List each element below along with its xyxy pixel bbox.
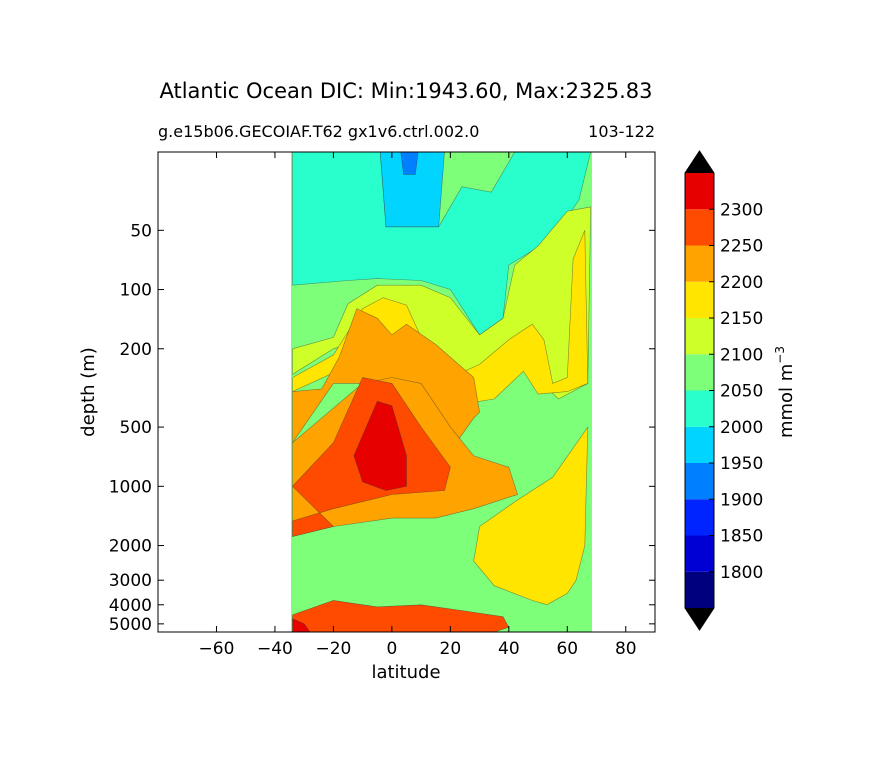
plot-area <box>291 152 655 632</box>
colorbar-tick-label: 2300 <box>720 200 763 220</box>
x-tick-label: 0 <box>386 639 397 659</box>
y-tick-label: 200 <box>120 340 152 360</box>
colorbar-outline <box>684 150 715 631</box>
x-tick-label: −60 <box>199 639 235 659</box>
contour-region-2150-2200 <box>473 426 589 606</box>
colorbar-segment <box>685 173 714 210</box>
y-tick-label: 5000 <box>109 615 152 635</box>
x-tick-label: 80 <box>615 639 637 659</box>
colorbar-segment <box>685 426 714 463</box>
colorbar-unit-exponent: −3 <box>773 346 787 364</box>
x-tick-label: 60 <box>556 639 578 659</box>
colorbar-segment <box>685 571 714 608</box>
colorbar-extend-min <box>685 608 714 630</box>
plot-frame <box>157 151 656 633</box>
contour-region-2250-2300 <box>292 600 510 632</box>
x-tick-label: −20 <box>315 639 351 659</box>
colorbar-tick-label: 1800 <box>720 563 763 583</box>
colorbar-segment <box>685 209 714 246</box>
chart-subtitle-right: 103-122 <box>588 122 655 141</box>
colorbar-label: mmol m−3 <box>773 346 797 438</box>
colorbar-segment <box>685 390 714 427</box>
y-tick-label: 100 <box>120 281 152 301</box>
y-axis-label: depth (m) <box>78 347 99 437</box>
colorbar-segment <box>685 245 714 282</box>
colorbar-extend-max <box>685 151 714 173</box>
contour-region-1900-1950 <box>400 152 419 175</box>
contour-region-1950-2000 <box>379 152 445 228</box>
y-tick-label: 1000 <box>109 477 152 497</box>
colorbar-segment <box>685 281 714 318</box>
colorbar-tick-label: 2200 <box>720 273 763 293</box>
y-tick-label: 4000 <box>109 596 152 616</box>
colorbar-unit: mmol m <box>776 364 797 438</box>
y-tick-label: 2000 <box>109 537 152 557</box>
colorbar-tick-label: 1850 <box>720 527 763 547</box>
colorbar-segment <box>685 354 714 391</box>
contour-regions <box>292 152 592 632</box>
x-axis-label: latitude <box>371 662 440 683</box>
contour-region-2300-2350 <box>353 400 407 491</box>
colorbar-segment <box>685 463 714 500</box>
colorbar-tick-label: 2100 <box>720 345 763 365</box>
contour-region-2300-2350 <box>292 618 311 632</box>
colorbar-segment <box>685 535 714 572</box>
colorbar: 1800 1850 1900 1950 2000 2050 2100 2150 2200 2250… <box>684 150 763 631</box>
chart-title: Atlantic Ocean DIC: Min:1943.60, Max:232… <box>159 79 652 103</box>
colorbar-tick-label: 2250 <box>720 237 763 257</box>
colorbar-tick-label: 1900 <box>720 490 763 510</box>
y-tick-label: 500 <box>120 418 152 438</box>
chart-subtitle-left: g.e15b06.GECOIAF.T62 gx1v6.ctrl.002.0 <box>158 122 479 141</box>
x-axis: −60 −40 −20 0 20 40 60 80 <box>199 152 637 659</box>
x-tick-label: −40 <box>257 639 293 659</box>
colorbar-segment <box>685 499 714 536</box>
colorbar-tick-label: 2000 <box>720 418 763 438</box>
x-tick-label: 40 <box>498 639 520 659</box>
colorbar-segment <box>685 318 714 355</box>
land-mask-right <box>592 152 655 632</box>
x-tick-label: 20 <box>440 639 462 659</box>
y-tick-label: 50 <box>130 221 152 241</box>
colorbar-tick-label: 1950 <box>720 454 763 474</box>
colorbar-tick-label: 2150 <box>720 309 763 329</box>
colorbar-tick-label: 2050 <box>720 382 763 402</box>
y-tick-label: 3000 <box>109 571 152 591</box>
